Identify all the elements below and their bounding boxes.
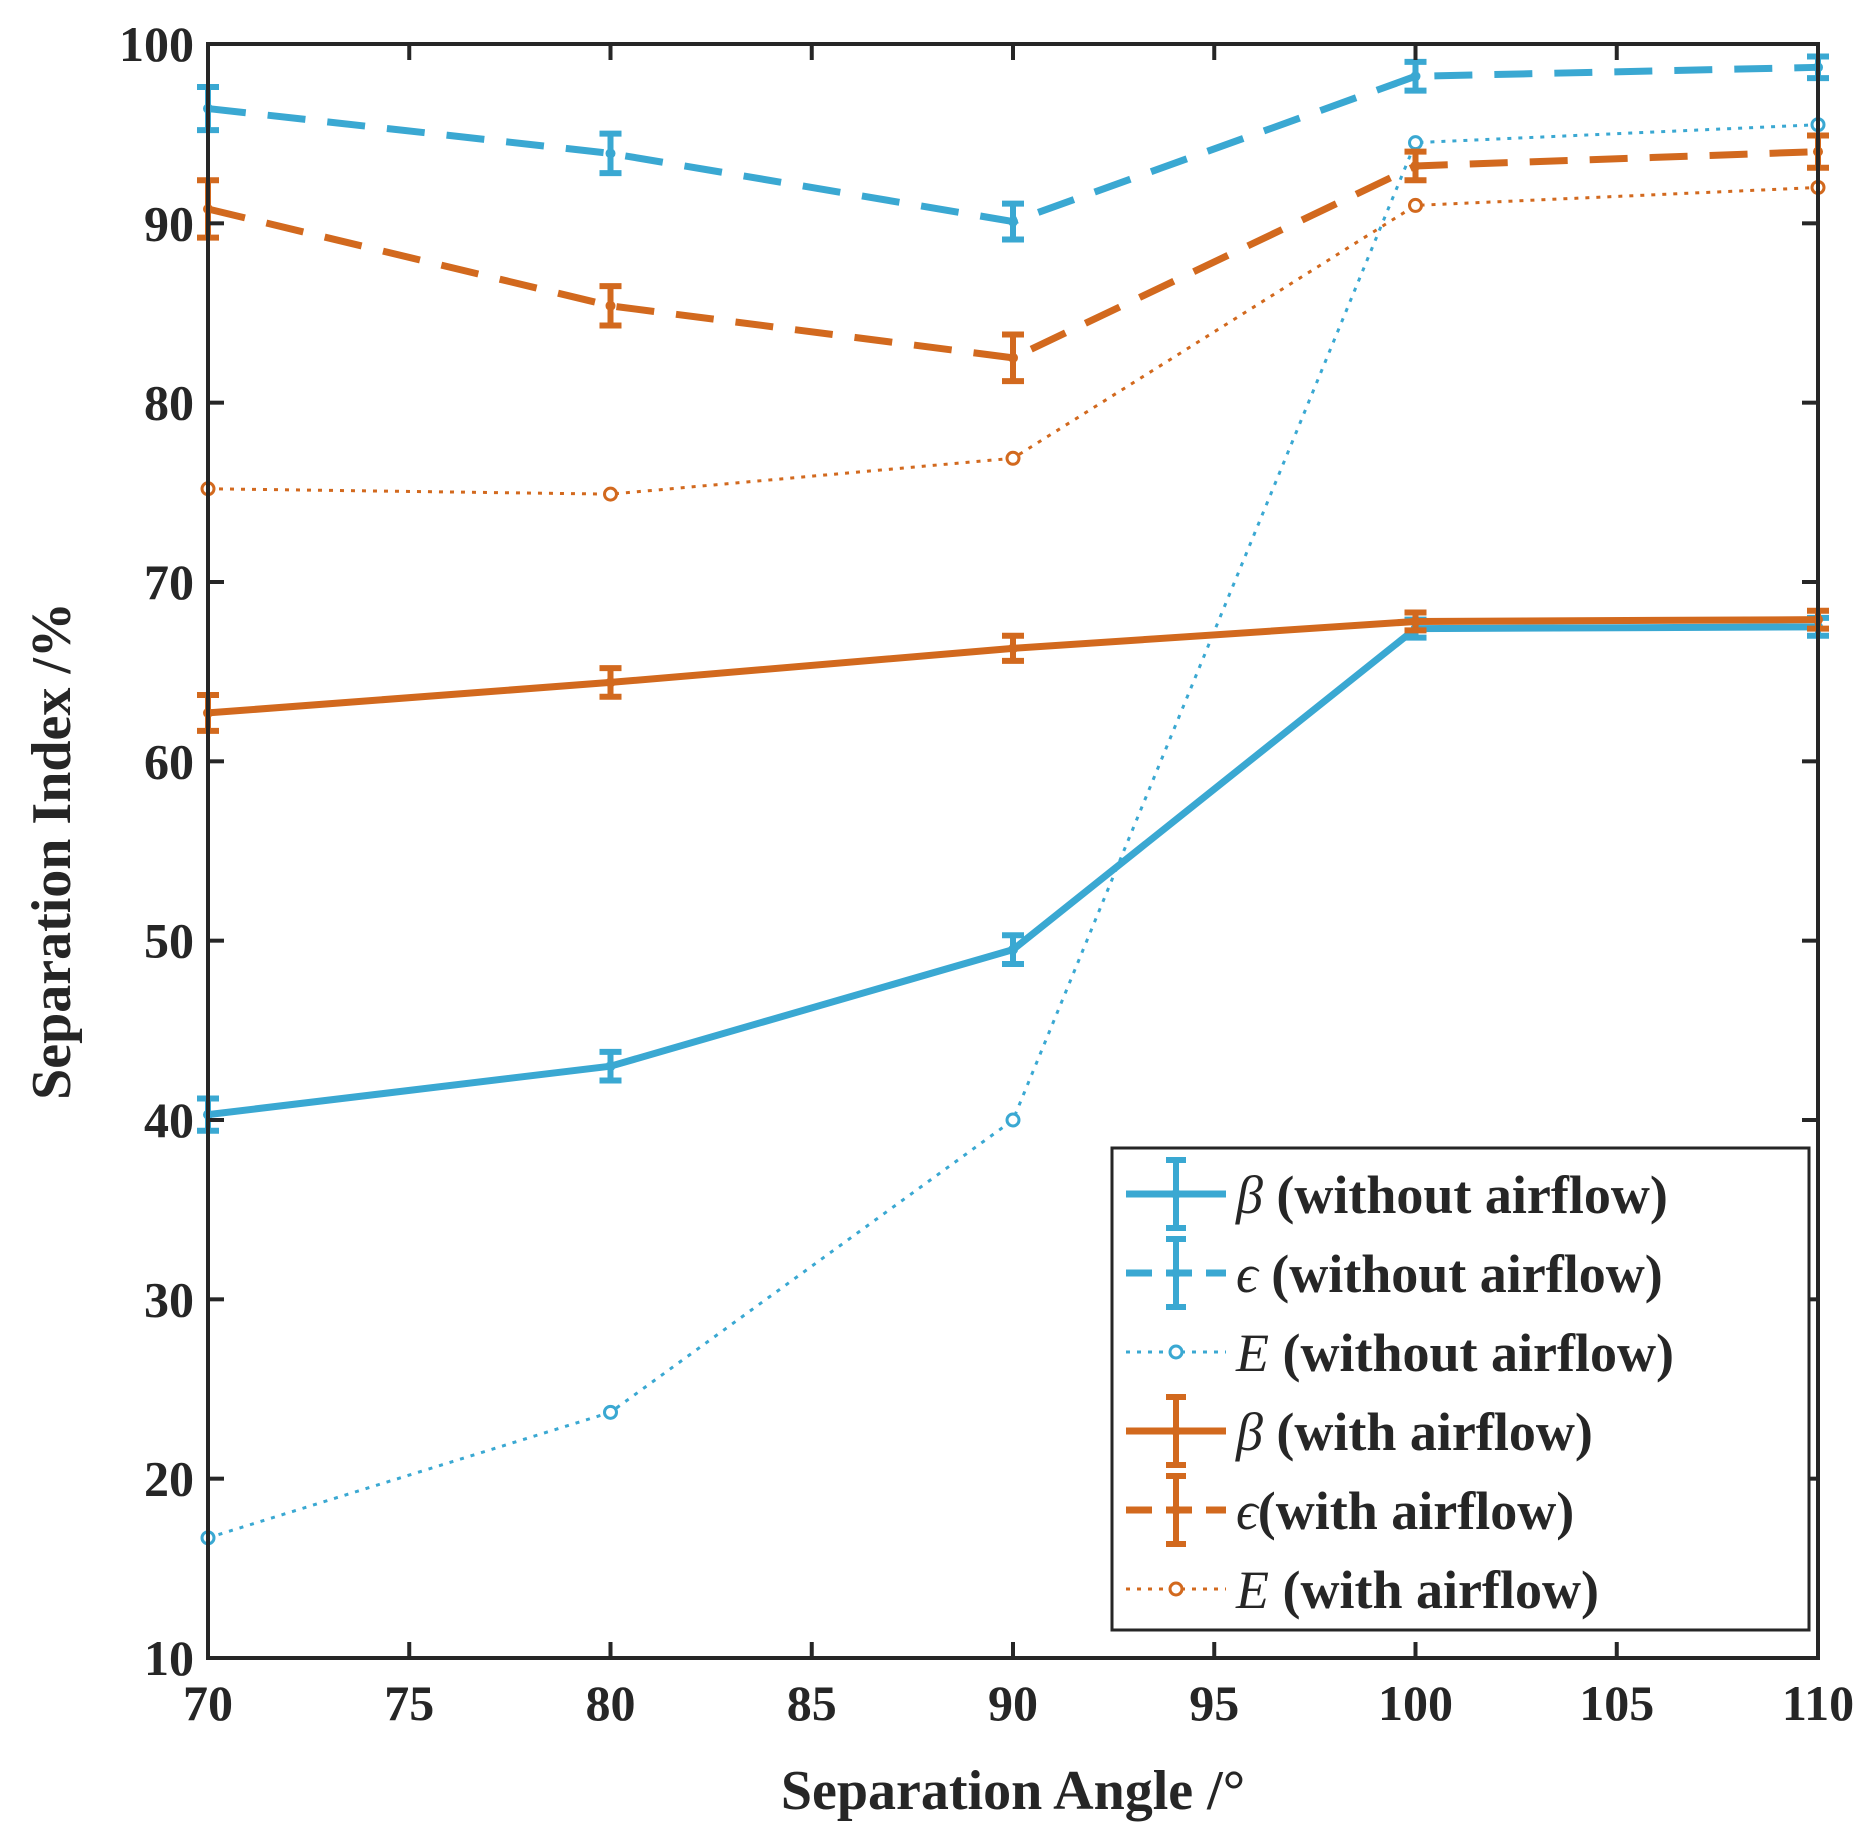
legend-label: E (without airflow) <box>1235 1323 1674 1383</box>
data-point <box>1008 352 1018 363</box>
data-point <box>605 148 616 159</box>
y-tick-label: 90 <box>144 195 194 251</box>
x-tick-label: 110 <box>1782 1675 1854 1731</box>
legend-entry: β (with airflow) <box>1126 1394 1593 1468</box>
legend-box <box>1110 1146 1811 1632</box>
y-tick-label: 20 <box>144 1451 194 1507</box>
legend-marker <box>1171 1426 1181 1436</box>
data-point <box>1410 71 1421 82</box>
legend-entry: E (without airflow) <box>1126 1323 1674 1383</box>
x-tick-label: 70 <box>183 1675 233 1731</box>
data-point <box>605 1061 616 1072</box>
y-tick-label: 30 <box>144 1271 194 1327</box>
data-point <box>603 486 618 502</box>
legend-label: β (without airflow) <box>1235 1165 1668 1225</box>
y-tick-label: 100 <box>119 16 194 72</box>
data-point <box>603 1404 618 1420</box>
legend-marker <box>1171 1505 1181 1515</box>
x-tick-label: 105 <box>1579 1675 1654 1731</box>
data-point <box>605 300 616 311</box>
legend-marker <box>1171 1268 1181 1278</box>
legend-name: (without airflow) <box>1263 1165 1668 1225</box>
x-tick-label: 80 <box>586 1675 636 1731</box>
y-tick-label: 50 <box>144 913 194 969</box>
data-point <box>1410 616 1421 627</box>
series-1 <box>197 53 1829 243</box>
legend-entry: E (with airflow) <box>1126 1560 1599 1620</box>
legend-label: E (with airflow) <box>1235 1560 1599 1620</box>
legend-symbol: β <box>1235 1402 1263 1462</box>
legend-entry: β (without airflow) <box>1126 1157 1668 1231</box>
legend-name: (without airflow) <box>1258 1244 1663 1304</box>
series-line <box>207 148 1819 362</box>
y-tick-label: 60 <box>144 733 194 789</box>
legend-name: (with airflow) <box>1258 1481 1574 1541</box>
x-tick-label: 95 <box>1189 1675 1239 1731</box>
data-point <box>1005 1112 1021 1128</box>
legend-name: (without airflow) <box>1269 1323 1674 1383</box>
legend-symbol: E <box>1235 1560 1269 1620</box>
legend-name: (with airflow) <box>1269 1560 1599 1620</box>
series-4 <box>197 132 1829 385</box>
legend-label: ϵ(with airflow) <box>1236 1481 1574 1541</box>
series-line <box>207 623 1819 1119</box>
y-tick-label: 40 <box>144 1092 194 1148</box>
legend-symbol: β <box>1235 1165 1263 1225</box>
series-layer <box>197 53 1829 1546</box>
legend-marker <box>1168 1344 1184 1360</box>
legend-marker <box>1171 1189 1181 1199</box>
data-point <box>605 677 616 688</box>
y-tick-label: 10 <box>144 1630 194 1686</box>
x-tick-label: 75 <box>384 1675 434 1731</box>
legend-entry: ϵ (without airflow) <box>1126 1236 1663 1310</box>
legend-marker <box>1168 1581 1184 1597</box>
legend-entry: ϵ(with airflow) <box>1126 1473 1574 1547</box>
data-point <box>1008 216 1018 227</box>
x-tick-label: 100 <box>1378 1675 1453 1731</box>
x-tick-label: 90 <box>988 1675 1038 1731</box>
legend: β (without airflow)ϵ (without airflow)E … <box>1110 1146 1811 1632</box>
y-tick-label: 70 <box>144 554 194 610</box>
legend-symbol: ϵ <box>1236 1481 1260 1541</box>
legend-symbol: E <box>1235 1323 1269 1383</box>
data-point <box>1408 197 1423 213</box>
legend-label: β (with airflow) <box>1235 1402 1593 1462</box>
legend-entries: β (without airflow)ϵ (without airflow)E … <box>1126 1157 1674 1620</box>
legend-name: (with airflow) <box>1263 1402 1593 1462</box>
y-axis-label: Separation Index /% <box>21 602 83 1100</box>
data-point <box>1008 643 1018 654</box>
data-point <box>1008 944 1018 955</box>
y-tick-label: 80 <box>144 375 194 431</box>
data-point <box>1410 160 1421 171</box>
legend-label: ϵ (without airflow) <box>1236 1244 1663 1304</box>
data-point <box>1005 450 1021 466</box>
data-point <box>1408 135 1423 151</box>
x-axis-label: Separation Angle /° <box>781 1760 1245 1822</box>
tick-layer: 70 75 80 85 90 95 100 105 110 10 20 30 40 50 60 70 80 90 1… <box>119 16 1854 1731</box>
x-tick-label: 85 <box>787 1675 837 1731</box>
legend-symbol: ϵ <box>1236 1244 1260 1304</box>
